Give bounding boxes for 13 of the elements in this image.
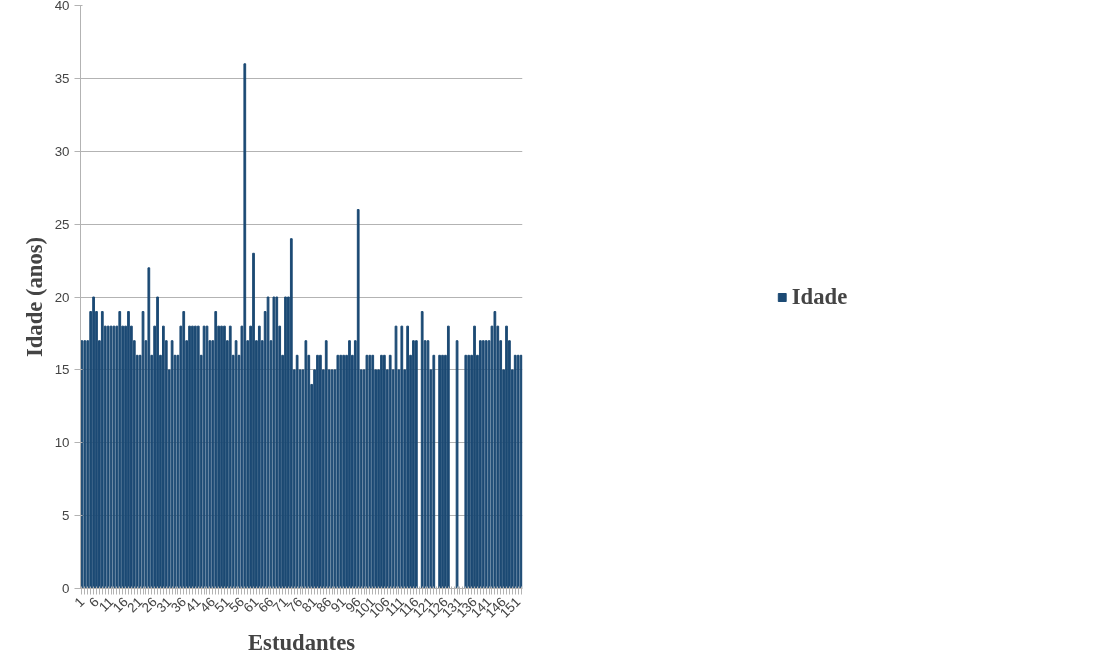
y-tick-label: 40 [54, 0, 70, 13]
y-tick-label: 0 [62, 581, 70, 596]
y-tick-label: 20 [54, 289, 70, 305]
x-axis-title: Estudantes [247, 629, 356, 655]
legend-label: Idade [791, 283, 848, 310]
y-axis-title: Idade (anos) [21, 236, 47, 358]
y-tick-label: 15 [54, 362, 70, 378]
y-tick-label: 10 [54, 435, 70, 451]
y-tick-label: 30 [54, 143, 70, 159]
x-tick-label: 1 [71, 594, 88, 611]
y-tick-label: 35 [54, 70, 70, 86]
y-tick-label: 25 [54, 216, 70, 232]
y-tick-label: 5 [62, 508, 70, 524]
